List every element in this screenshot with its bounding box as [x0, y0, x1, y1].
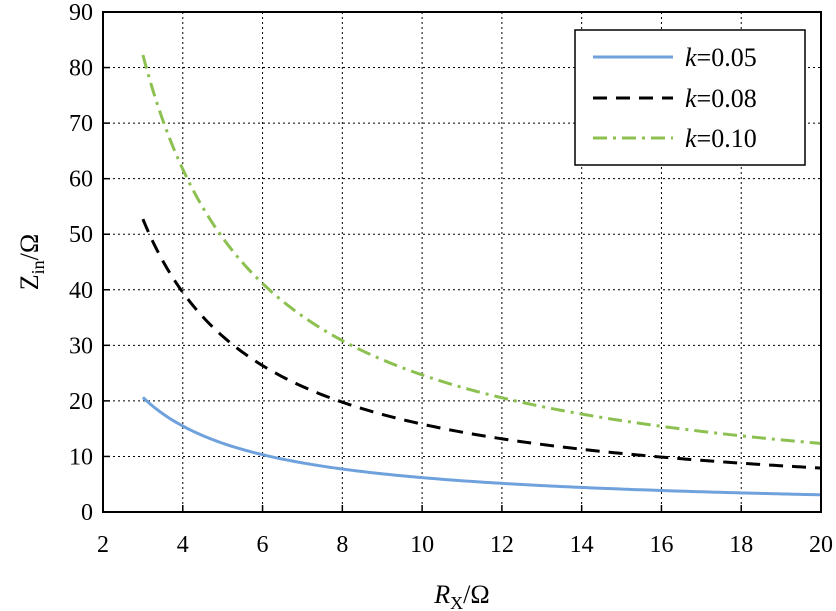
- x-tick-label: 10: [410, 532, 434, 558]
- x-tick-label: 2: [97, 532, 109, 558]
- y-tick-label: 60: [69, 167, 93, 193]
- x-axis-label: RX/Ω: [433, 580, 489, 611]
- x-tick-label: 14: [570, 532, 594, 558]
- series-line-k010: [141, 54, 822, 445]
- x-tick-label: 4: [177, 532, 189, 558]
- plot-frame: [102, 11, 822, 513]
- y-tick-label: 50: [69, 222, 93, 248]
- x-tick-label: 6: [257, 532, 269, 558]
- legend-label-k010: k=0.10: [685, 124, 757, 153]
- y-tick-label: 20: [69, 389, 93, 415]
- y-axis-label: Zin/Ω: [15, 234, 48, 290]
- legend-label-k008: k=0.08: [685, 84, 757, 113]
- x-tick-label: 20: [809, 532, 833, 558]
- x-tick-label: 18: [729, 532, 753, 558]
- legend-label-k005: k=0.05: [685, 43, 757, 72]
- y-tick-label: 0: [81, 500, 93, 526]
- y-tick-label: 70: [69, 111, 93, 137]
- legend-box: [574, 29, 806, 166]
- legend: k=0.05 k=0.08 k=0.10: [574, 29, 806, 166]
- y-tick-label: 30: [69, 333, 93, 359]
- series-line-k008: [141, 218, 822, 470]
- y-tick-label: 90: [69, 0, 93, 26]
- y-tick-label: 40: [69, 278, 93, 304]
- x-ticks: 2 4 6 8 10 12 14 16 18 20: [97, 505, 833, 558]
- x-tick-label: 12: [490, 532, 514, 558]
- x-tick-label: 8: [336, 532, 348, 558]
- y-tick-label: 80: [69, 56, 93, 82]
- x-tick-label: 16: [649, 532, 673, 558]
- y-ticks: 0 10 20 30 40 50 60 70 80 90: [69, 0, 110, 526]
- series-line-k005: [141, 396, 822, 497]
- y-tick-label: 10: [69, 444, 93, 470]
- series-lines: [141, 54, 822, 497]
